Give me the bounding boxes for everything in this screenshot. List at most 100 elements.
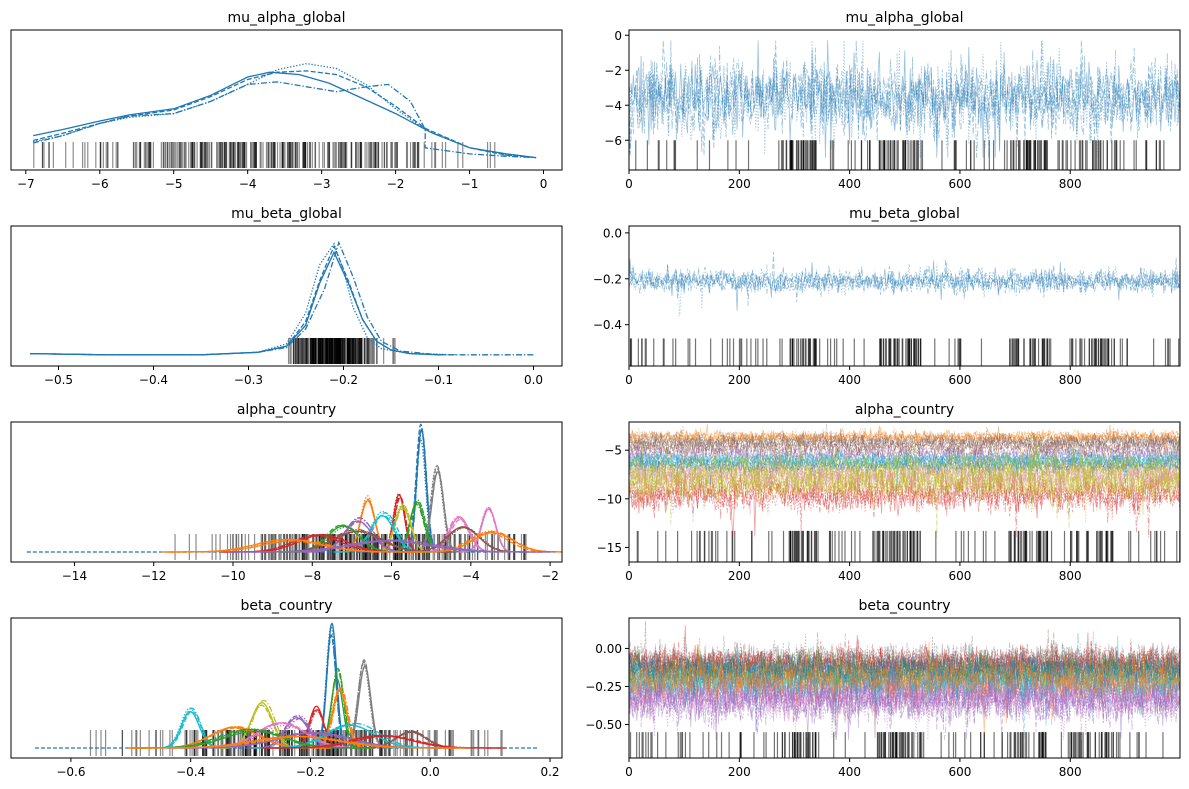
x-tick-label: −2: [387, 177, 405, 191]
subplot-title: mu_beta_global: [849, 206, 960, 222]
trace-line-chain-1: [629, 444, 1180, 472]
trace-line-chain-2: [629, 642, 1180, 711]
y-tick-label: −2: [604, 64, 622, 78]
kde-line-chain-3: [33, 81, 537, 159]
trace-line-chain-2: [629, 427, 1180, 450]
trace-line-chain-1: [629, 442, 1180, 470]
trace-line-chain-2: [629, 647, 1180, 740]
x-tick-label: 0.2: [540, 765, 559, 779]
x-tick-label: 600: [948, 569, 971, 583]
trace-line-chain-1: [629, 660, 1180, 740]
x-tick-label: −4: [239, 177, 257, 191]
trace-line-chain-3: [629, 656, 1180, 706]
plot-area: [629, 252, 1180, 366]
x-tick-label: −1: [461, 177, 479, 191]
trace-line-chain-2: [629, 435, 1180, 503]
y-tick-label: −0.50: [585, 718, 622, 732]
trace-line-chain-3: [629, 471, 1180, 538]
trace-line-chain-3: [629, 442, 1180, 522]
subplot-title: mu_alpha_global: [227, 10, 345, 26]
x-tick-label: 800: [1059, 177, 1082, 191]
trace-line-chain-2: [629, 445, 1180, 481]
x-tick-label: −4: [462, 569, 480, 583]
kde-line-component-12: [129, 728, 369, 749]
x-tick-label: 0: [625, 569, 633, 583]
axes-frame: [10, 617, 563, 759]
trace-line-chain-0: [629, 449, 1180, 491]
trace-line-chain-3: [629, 653, 1180, 740]
kde-line-component-10: [280, 524, 407, 553]
x-tick-label: 400: [838, 765, 861, 779]
trace-line-chain-1: [629, 631, 1180, 715]
x-tick-label: 0: [625, 177, 633, 191]
y-tick-label: −6: [604, 134, 622, 148]
x-tick-label: 0.0: [421, 765, 440, 779]
kde-line-component-0: [312, 634, 351, 749]
x-tick-label: 0.0: [524, 373, 543, 387]
y-tick-label: −5: [604, 444, 622, 458]
kde-line-chain-1: [29, 244, 449, 356]
kde-line-chain-3: [29, 240, 534, 356]
kde-line-component-2: [377, 494, 423, 553]
trace-line-chain-0: [629, 646, 1180, 716]
trace-line-chain-2: [629, 633, 1180, 698]
kde-line-component-2: [314, 669, 363, 749]
trace-line-chain-1: [629, 428, 1180, 463]
x-tick-label: −5: [165, 177, 183, 191]
trace-line-chain-0: [629, 652, 1180, 694]
plot-area: [29, 240, 534, 364]
trace-line-chain-3: [629, 440, 1180, 484]
trace-line-chain-0: [629, 40, 1180, 158]
y-tick-label: 0.00: [595, 642, 622, 656]
axes-frame: [10, 421, 563, 563]
x-tick-label: 0: [625, 765, 633, 779]
trace-line-chain-1: [629, 427, 1180, 451]
trace-line-chain-0: [629, 635, 1180, 716]
y-tick-label: 0.0: [603, 226, 622, 240]
x-tick-label: 200: [728, 373, 751, 387]
axes-frame: [628, 225, 1181, 367]
subplot-title: mu_beta_global: [231, 206, 342, 222]
trace-line-chain-1: [629, 644, 1180, 722]
x-tick-label: 600: [948, 765, 971, 779]
x-tick-label: −0.2: [296, 765, 325, 779]
axes-frame: [628, 421, 1181, 563]
trace-line-chain-3: [629, 436, 1180, 470]
trace-line-chain-3: [629, 633, 1180, 701]
x-tick-label: 400: [838, 373, 861, 387]
trace-line-chain-3: [629, 423, 1180, 455]
kde-line-component-3: [339, 498, 397, 553]
y-tick-label: −0.25: [585, 680, 622, 694]
x-tick-label: 200: [728, 177, 751, 191]
trace-line-chain-0: [629, 458, 1180, 538]
x-tick-label: −6: [91, 177, 109, 191]
trace-line-chain-2: [629, 442, 1180, 494]
trace-line-chain-1: [629, 469, 1180, 533]
x-tick-label: 0: [625, 373, 633, 387]
x-tick-label: 600: [948, 177, 971, 191]
x-tick-label: −0.2: [329, 373, 358, 387]
trace-line-chain-0: [629, 463, 1180, 508]
x-tick-label: −14: [62, 569, 87, 583]
trace-line-chain-0: [629, 641, 1180, 735]
y-tick-label: −0.2: [593, 272, 622, 286]
subplot-title: alpha_country: [855, 402, 954, 418]
subplot-density-mu_beta_global: mu_beta_global −0.5 −0.4 −0.3 −0.2 −0.1 0.0: [10, 206, 563, 387]
y-tick-label: −0.4: [593, 318, 622, 332]
subplot-density-multi-beta_country: beta_country −0.6 −0.4 −0.2 0.0 0.2: [10, 598, 563, 779]
trace-line-chain-0: [629, 441, 1180, 477]
x-tick-label: −8: [303, 569, 321, 583]
trace-line-chain-2: [629, 433, 1180, 523]
trace-line-chain-1: [629, 40, 1180, 156]
kde-line-component-15: [168, 539, 423, 553]
kde-line-component-0: [311, 633, 351, 749]
trace-line-chain-1: [629, 425, 1180, 499]
trace-line-chain-0: [629, 423, 1180, 455]
trace-line-chain-1: [629, 639, 1180, 687]
kde-line-chain-2: [29, 242, 458, 356]
plot-area: [34, 622, 539, 756]
axes-frame: [10, 29, 563, 171]
axes-frame: [628, 29, 1181, 171]
plot-area: [629, 40, 1180, 170]
